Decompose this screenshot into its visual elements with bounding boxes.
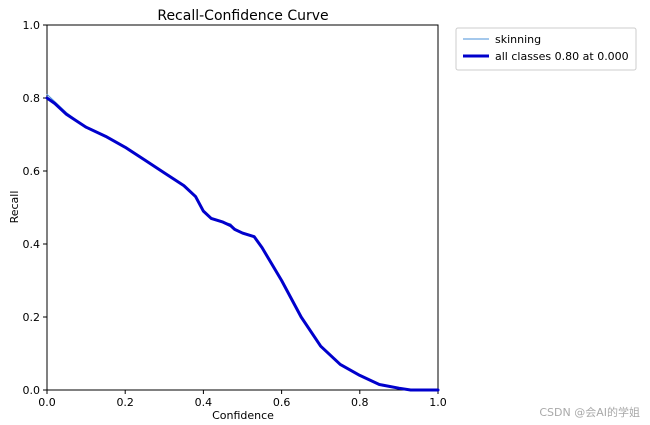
x-tick-label: 0.0: [38, 396, 56, 409]
series-line-all-classes: [45, 96, 440, 392]
series-line-skinning: [46, 93, 439, 391]
plot-frame: [46, 24, 439, 391]
x-tick-label: 0.2: [116, 396, 134, 409]
legend-box: [455, 27, 637, 71]
legend: skinning all classes 0.80 at 0.000: [455, 27, 637, 71]
y-tick-label: 0.6: [23, 165, 41, 178]
legend-label-skinning: skinning: [495, 33, 541, 46]
ticks-layer: 0.0 0.2 0.4 0.6 0.8 1.0 0.0 0.2 0.4 0.6 0.8 1.0: [23, 19, 447, 409]
y-tick-label: 0.8: [23, 92, 41, 105]
x-tick-label: 0.8: [351, 396, 369, 409]
y-axis-label: Recall: [8, 191, 21, 224]
watermark: CSDN @会AI的学姐: [539, 405, 640, 419]
y-tick-label: 0.4: [23, 238, 41, 251]
legend-label-all-classes: all classes 0.80 at 0.000: [495, 50, 629, 63]
x-tick-label: 1.0: [429, 396, 447, 409]
x-tick-label: 0.4: [195, 396, 213, 409]
x-axis-label: Confidence: [212, 409, 274, 422]
y-tick-label: 0.0: [23, 384, 41, 397]
x-tick-label: 0.6: [273, 396, 291, 409]
y-tick-label: 0.2: [23, 311, 41, 324]
y-tick-label: 1.0: [23, 19, 41, 32]
lines-layer: [45, 93, 440, 392]
chart-title: Recall-Confidence Curve: [157, 8, 328, 24]
